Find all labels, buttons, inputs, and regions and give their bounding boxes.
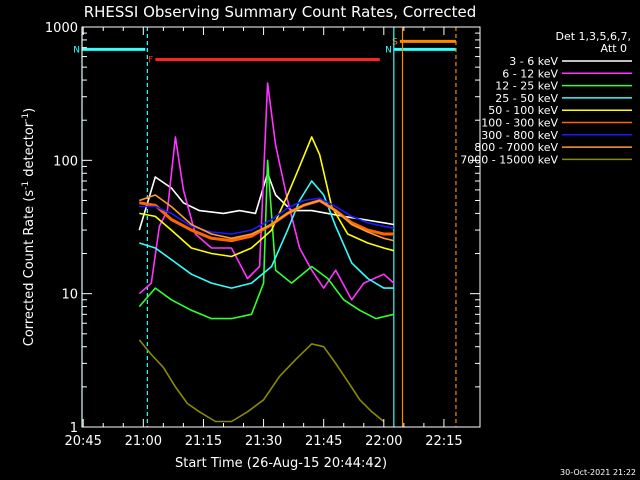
y-tick-label: 100 (53, 154, 78, 169)
legend-entry-label: 12 - 25 keV (495, 80, 558, 93)
x-tick-label: 21:15 (185, 434, 222, 449)
y-axis-label-main: Corrected Count Rate (s (22, 190, 37, 347)
y-axis-label-sup1: -1 (21, 181, 31, 190)
series-line (138, 82, 395, 301)
legend-entry-label: 100 - 300 keV (481, 117, 558, 130)
y-axis-label: Corrected Count Rate (s-1 detector-1) (21, 108, 37, 346)
series-line (139, 194, 394, 242)
y-axis-label-mid: detector (22, 121, 37, 181)
series-layer (138, 82, 395, 423)
plot-frame (81, 26, 481, 428)
x-axis: 20:45 21:00 21:15 21:30 21:45 22:00 22:15 (64, 27, 463, 449)
legend-entry-label: 300 - 800 keV (481, 129, 558, 142)
x-tick-label: 21:45 (305, 434, 342, 449)
flag-label: S (392, 37, 398, 47)
generation-timestamp: 30-Oct-2021 21:22 (560, 468, 636, 477)
y-axis-label-end: ) (22, 108, 37, 113)
x-tick-label: 21:30 (245, 434, 282, 449)
legend-entry-label: 3 - 6 keV (509, 55, 558, 68)
y-tick-label: 1000 (45, 21, 78, 36)
y-axis-label-sup2: -1 (21, 113, 31, 122)
y-tick-label: 1 (70, 421, 78, 436)
x-tick-label: 21:00 (125, 434, 162, 449)
x-tick-label: 22:00 (365, 434, 402, 449)
series-line (139, 136, 395, 258)
series-line (139, 197, 394, 235)
legend-header-line2: Att 0 (601, 42, 627, 55)
flag-label: N (73, 45, 80, 55)
legend-entry-label: 7000 - 15000 keV (460, 153, 558, 166)
chart-title: RHESSI Observing Summary Count Rates, Co… (84, 3, 477, 21)
x-axis-label: Start Time (26-Aug-15 20:44:42) (175, 456, 387, 471)
y-tick-label: 10 (61, 288, 78, 303)
legend-entry-label: 6 - 12 keV (502, 67, 558, 80)
x-tick-label: 22:15 (425, 434, 462, 449)
x-tick-label: 20:45 (64, 434, 101, 449)
legend-header-line1: Det 1,3,5,6,7, (555, 30, 631, 43)
series-line (138, 159, 394, 320)
legend-entry-label: 25 - 50 keV (495, 92, 558, 105)
flag-label: N (385, 45, 392, 55)
series-line (139, 180, 394, 289)
series-line (138, 339, 385, 423)
legend-entry-label: 50 - 100 keV (488, 104, 558, 117)
legend-entry-label: 800 - 7000 keV (474, 141, 558, 154)
flag-label: F (148, 56, 153, 66)
y-axis: 1 10 100 1000 (45, 21, 480, 436)
